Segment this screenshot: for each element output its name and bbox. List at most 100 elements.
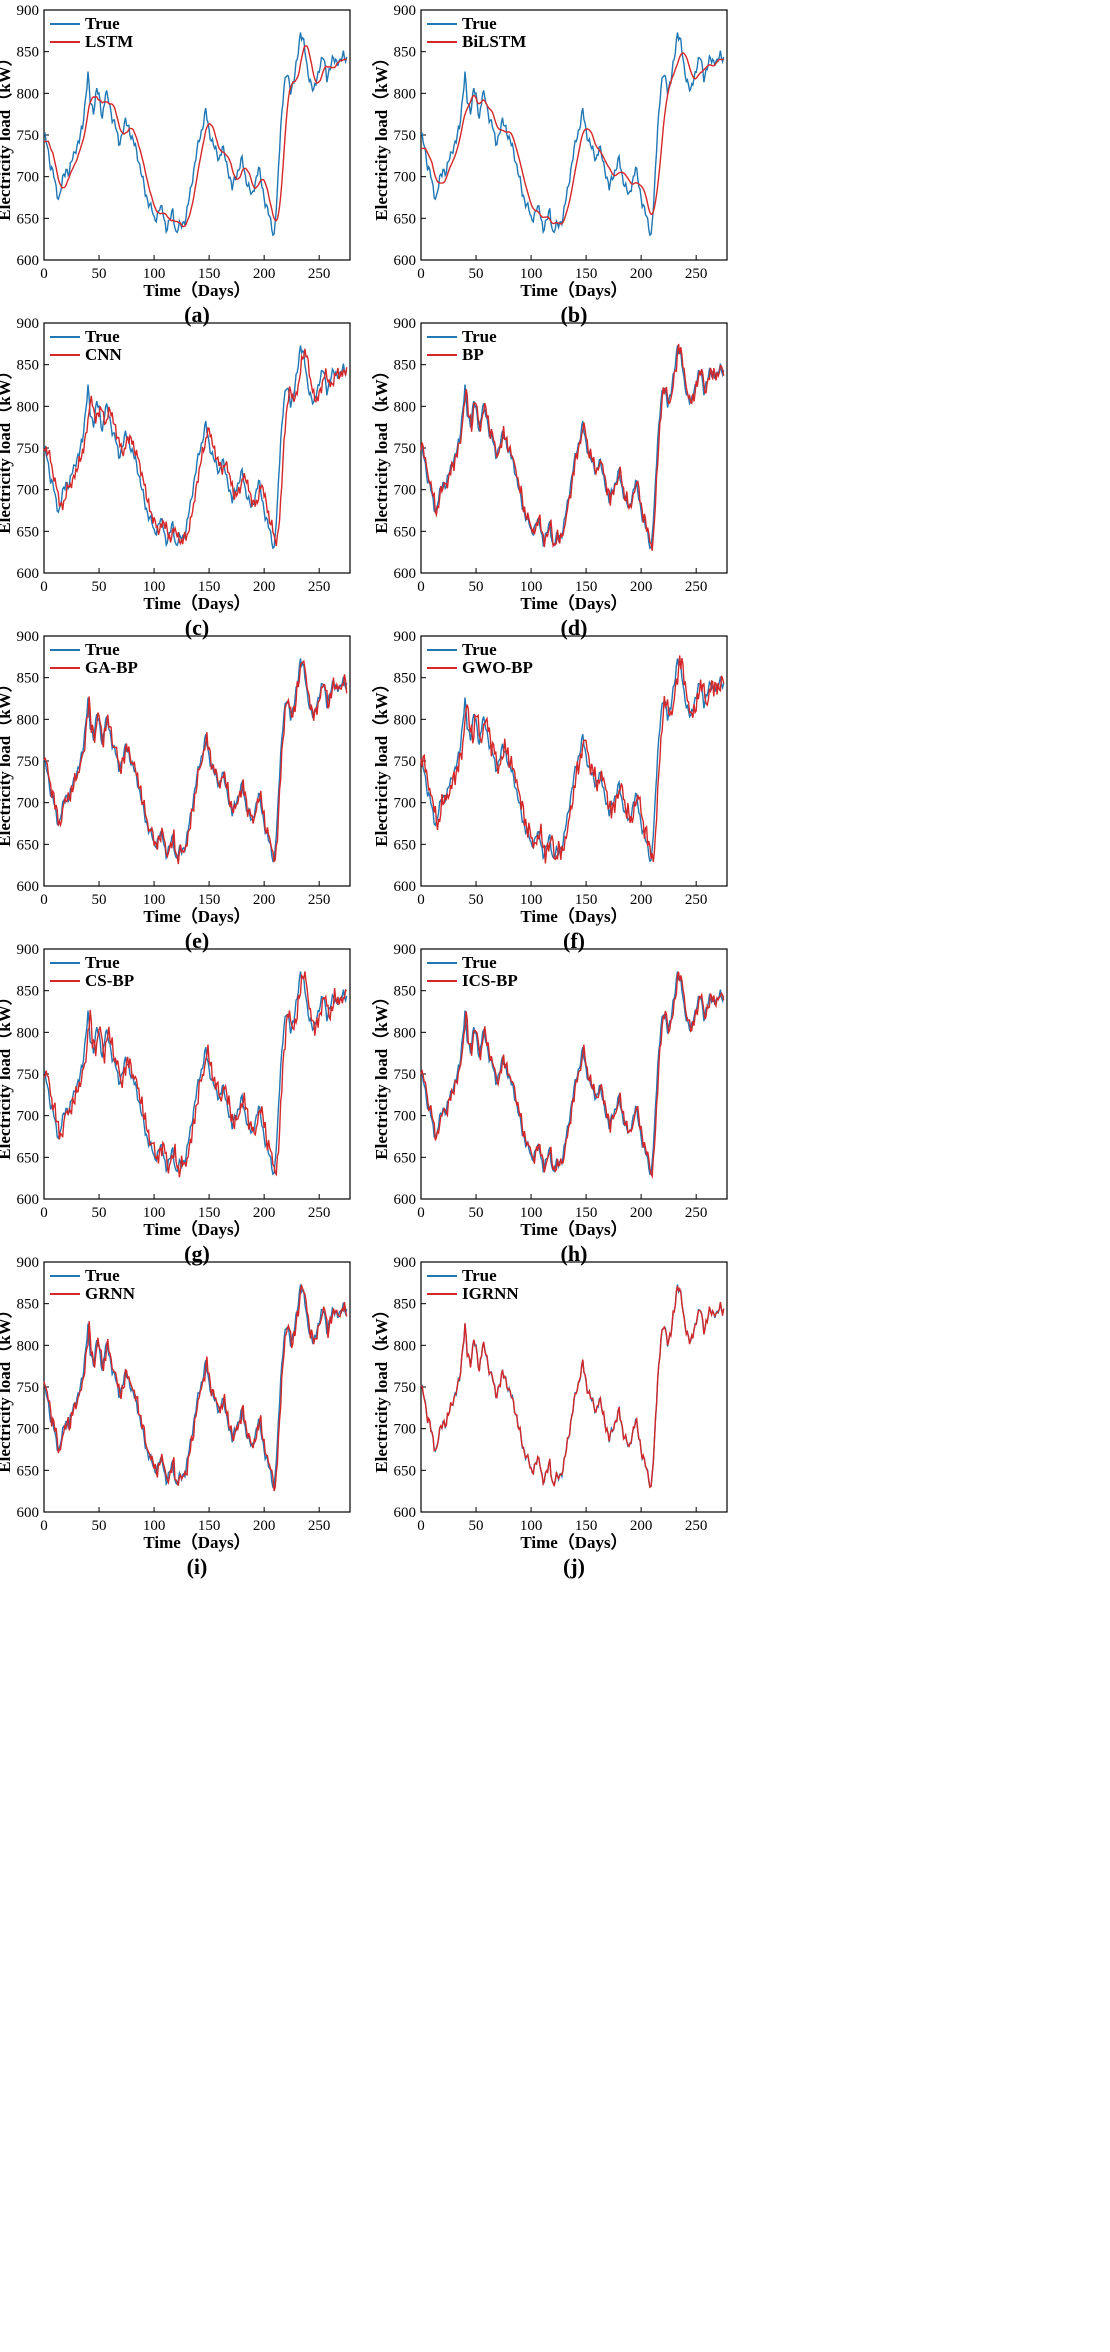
x-tick-label: 250 (308, 579, 331, 595)
y-tick-label: 700 (394, 170, 417, 186)
x-tick-label: 50 (469, 1205, 484, 1221)
legend-true-label: True (462, 640, 497, 659)
y-tick-label: 650 (394, 837, 417, 853)
x-axis-title: Time（Days） (520, 1532, 627, 1552)
y-tick-label: 900 (394, 1255, 417, 1271)
y-tick-label: 900 (17, 1255, 40, 1271)
predicted-series-line (421, 52, 724, 225)
x-tick-label: 200 (630, 1518, 653, 1534)
x-axis-title: Time（Days） (143, 1532, 250, 1552)
x-axis-title: Time（Days） (143, 1219, 250, 1239)
y-tick-label: 800 (17, 86, 40, 102)
y-tick-label: 650 (394, 1463, 417, 1479)
true-series-line (420, 971, 725, 1176)
y-axis-title: Electricity load（kW） (371, 362, 391, 533)
y-tick-label: 850 (17, 1297, 40, 1313)
x-axis-title: Time（Days） (143, 593, 250, 613)
x-tick-label: 250 (685, 266, 708, 282)
x-tick-label: 50 (92, 1518, 107, 1534)
legend-predicted-label: CS-BP (85, 971, 134, 990)
x-tick-label: 250 (308, 1518, 331, 1534)
y-axis-title: Electricity load（kW） (0, 49, 14, 220)
y-tick-label: 650 (17, 837, 40, 853)
y-tick-label: 600 (17, 879, 40, 895)
y-tick-label: 600 (394, 253, 417, 269)
y-tick-label: 650 (394, 211, 417, 227)
x-tick-label: 50 (92, 892, 107, 908)
y-tick-label: 850 (394, 1297, 417, 1313)
y-tick-label: 900 (17, 3, 40, 19)
true-series-line (420, 1284, 725, 1489)
x-tick-label: 100 (143, 892, 166, 908)
y-tick-label: 650 (17, 524, 40, 540)
y-tick-label: 800 (17, 712, 40, 728)
x-tick-label: 250 (308, 892, 331, 908)
x-tick-label: 50 (469, 579, 484, 595)
y-axis-title: Electricity load（kW） (371, 675, 391, 846)
x-tick-label: 200 (630, 1205, 653, 1221)
y-tick-label: 750 (17, 1380, 40, 1396)
x-tick-label: 100 (520, 1205, 543, 1221)
x-axis-title: Time（Days） (520, 593, 627, 613)
y-tick-label: 900 (394, 316, 417, 332)
x-tick-label: 200 (630, 892, 653, 908)
x-tick-label: 200 (253, 579, 276, 595)
legend-true-label: True (462, 327, 497, 346)
x-tick-label: 100 (143, 1205, 166, 1221)
x-tick-label: 0 (417, 1205, 425, 1221)
x-tick-label: 50 (92, 579, 107, 595)
y-tick-label: 700 (17, 1422, 40, 1438)
y-tick-label: 850 (394, 358, 417, 374)
chart-panel-9: 600 650 700 750 800 850 900 0 50 100 150 200 250 Time… (0, 1255, 351, 1579)
legend-predicted-label: LSTM (85, 32, 133, 51)
x-tick-label: 200 (630, 266, 653, 282)
x-tick-label: 150 (198, 1518, 221, 1534)
y-tick-label: 750 (17, 128, 40, 144)
legend-true-label: True (462, 14, 497, 33)
y-axis-title: Electricity load（kW） (0, 1301, 14, 1472)
y-tick-label: 650 (17, 1463, 40, 1479)
predicted-series-line (43, 1283, 348, 1492)
x-tick-label: 150 (198, 1205, 221, 1221)
x-tick-label: 150 (575, 579, 598, 595)
y-tick-label: 750 (394, 128, 417, 144)
legend-predicted-label: CNN (85, 345, 123, 364)
panel-caption: (j) (563, 1554, 585, 1579)
x-tick-label: 150 (575, 1205, 598, 1221)
y-tick-label: 650 (17, 1150, 40, 1166)
x-axis-title: Time（Days） (520, 1219, 627, 1239)
x-tick-label: 0 (417, 266, 425, 282)
x-tick-label: 150 (198, 579, 221, 595)
y-tick-label: 850 (17, 984, 40, 1000)
predicted-series-line (420, 971, 725, 1180)
x-tick-label: 0 (417, 1518, 425, 1534)
x-tick-label: 150 (575, 266, 598, 282)
y-tick-label: 750 (17, 1067, 40, 1083)
x-tick-label: 200 (253, 266, 276, 282)
legend-predicted-label: BP (462, 345, 484, 364)
true-series-line (43, 971, 348, 1176)
x-tick-label: 50 (469, 266, 484, 282)
predicted-series-line (44, 45, 347, 228)
x-tick-label: 150 (198, 266, 221, 282)
predicted-series-line (420, 655, 725, 864)
legend-true-label: True (85, 14, 120, 33)
y-axis-title: Electricity load（kW） (0, 988, 14, 1159)
x-tick-label: 250 (685, 1518, 708, 1534)
y-tick-label: 700 (17, 1109, 40, 1125)
y-tick-label: 600 (17, 1505, 40, 1521)
chart-panel-6: 600 650 700 750 800 850 900 0 50 100 150 200 250 Time… (371, 629, 728, 953)
x-tick-label: 100 (143, 579, 166, 595)
y-tick-label: 650 (394, 524, 417, 540)
legend-true-label: True (85, 1266, 120, 1285)
y-tick-label: 800 (394, 399, 417, 415)
y-tick-label: 850 (17, 671, 40, 687)
legend-predicted-label: ICS-BP (462, 971, 518, 990)
predicted-series-line (420, 1285, 725, 1489)
x-tick-label: 50 (469, 892, 484, 908)
legend-predicted-label: GWO-BP (462, 658, 533, 677)
